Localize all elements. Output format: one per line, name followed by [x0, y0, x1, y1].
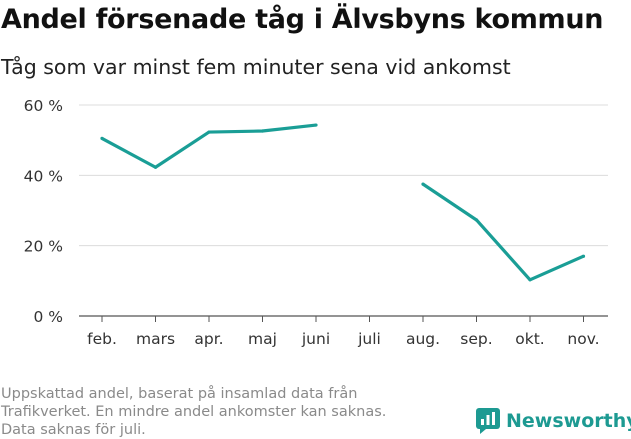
series-line [422, 182, 585, 282]
newsworthy-logo-icon [476, 408, 500, 434]
footnote: Uppskattad andel, baserat på insamlad da… [1, 385, 441, 439]
data-point [207, 130, 211, 134]
y-tick-label: 60 % [24, 97, 63, 115]
data-point [581, 254, 586, 258]
data-point [528, 278, 532, 282]
x-tick-label: okt. [515, 330, 544, 348]
data-point [260, 129, 265, 133]
footnote-line: Trafikverket. En mindre andel ankomster … [1, 404, 387, 420]
y-tick-label: 0 % [33, 308, 63, 326]
y-tick-label: 20 % [24, 238, 63, 256]
line-chart: 0 % 20 % 40 % 60 % feb. mars apr. maj juni juli au… [24, 97, 608, 348]
data-point [474, 218, 479, 222]
x-tick-label: juli [357, 330, 381, 348]
x-tick-label: apr. [194, 330, 223, 348]
data-point [100, 136, 104, 141]
footnote-line: Uppskattad andel, baserat på insamlad da… [1, 386, 358, 402]
brand-name: Newsworthy [506, 410, 631, 432]
x-tick-label: feb. [87, 330, 117, 348]
brand-logo: Newsworthy [476, 408, 631, 434]
chart-title: Andel försenade tåg i Älvsbyns kommun [1, 4, 604, 35]
footnote-line: Data saknas för juli. [1, 422, 146, 438]
data-point [314, 123, 318, 127]
x-tick-label: juni [301, 330, 330, 348]
x-tick-label: maj [248, 330, 277, 348]
x-tick-label: mars [136, 330, 175, 348]
data-point [421, 182, 425, 186]
data-point [153, 165, 158, 169]
y-tick-label: 40 % [24, 167, 63, 185]
x-tick-label: sep. [460, 330, 492, 348]
x-tick-label: aug. [406, 330, 440, 348]
chart-subtitle: Tåg som var minst fem minuter sena vid a… [1, 55, 511, 79]
x-tick-label: nov. [567, 330, 599, 348]
